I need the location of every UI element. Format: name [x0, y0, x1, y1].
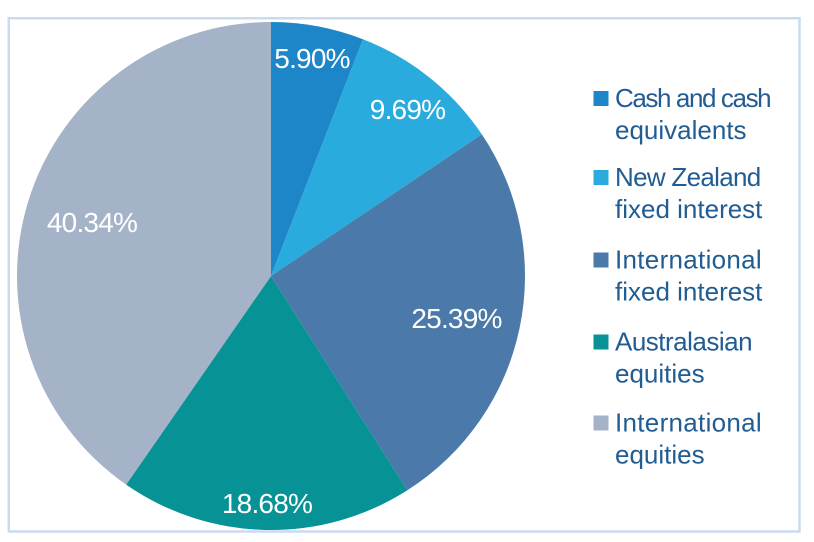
svg-text:5.90%: 5.90% [274, 43, 349, 74]
svg-text:equities: equities [615, 440, 705, 470]
svg-text:Australasian: Australasian [615, 327, 752, 357]
svg-text:International: International [615, 408, 762, 438]
svg-text:fixed interest: fixed interest [615, 194, 763, 224]
svg-text:fixed interest: fixed interest [615, 277, 763, 307]
svg-text:Cash and cash: Cash and cash [615, 83, 770, 113]
svg-text:equities: equities [615, 359, 705, 389]
svg-text:25.39%: 25.39% [411, 303, 501, 334]
svg-text:40.34%: 40.34% [47, 207, 137, 238]
svg-text:International: International [615, 245, 762, 275]
svg-text:9.69%: 9.69% [370, 94, 445, 125]
svg-text:18.68%: 18.68% [222, 488, 312, 519]
svg-text:equivalents: equivalents [615, 115, 747, 145]
svg-text:New Zealand: New Zealand [615, 162, 761, 192]
